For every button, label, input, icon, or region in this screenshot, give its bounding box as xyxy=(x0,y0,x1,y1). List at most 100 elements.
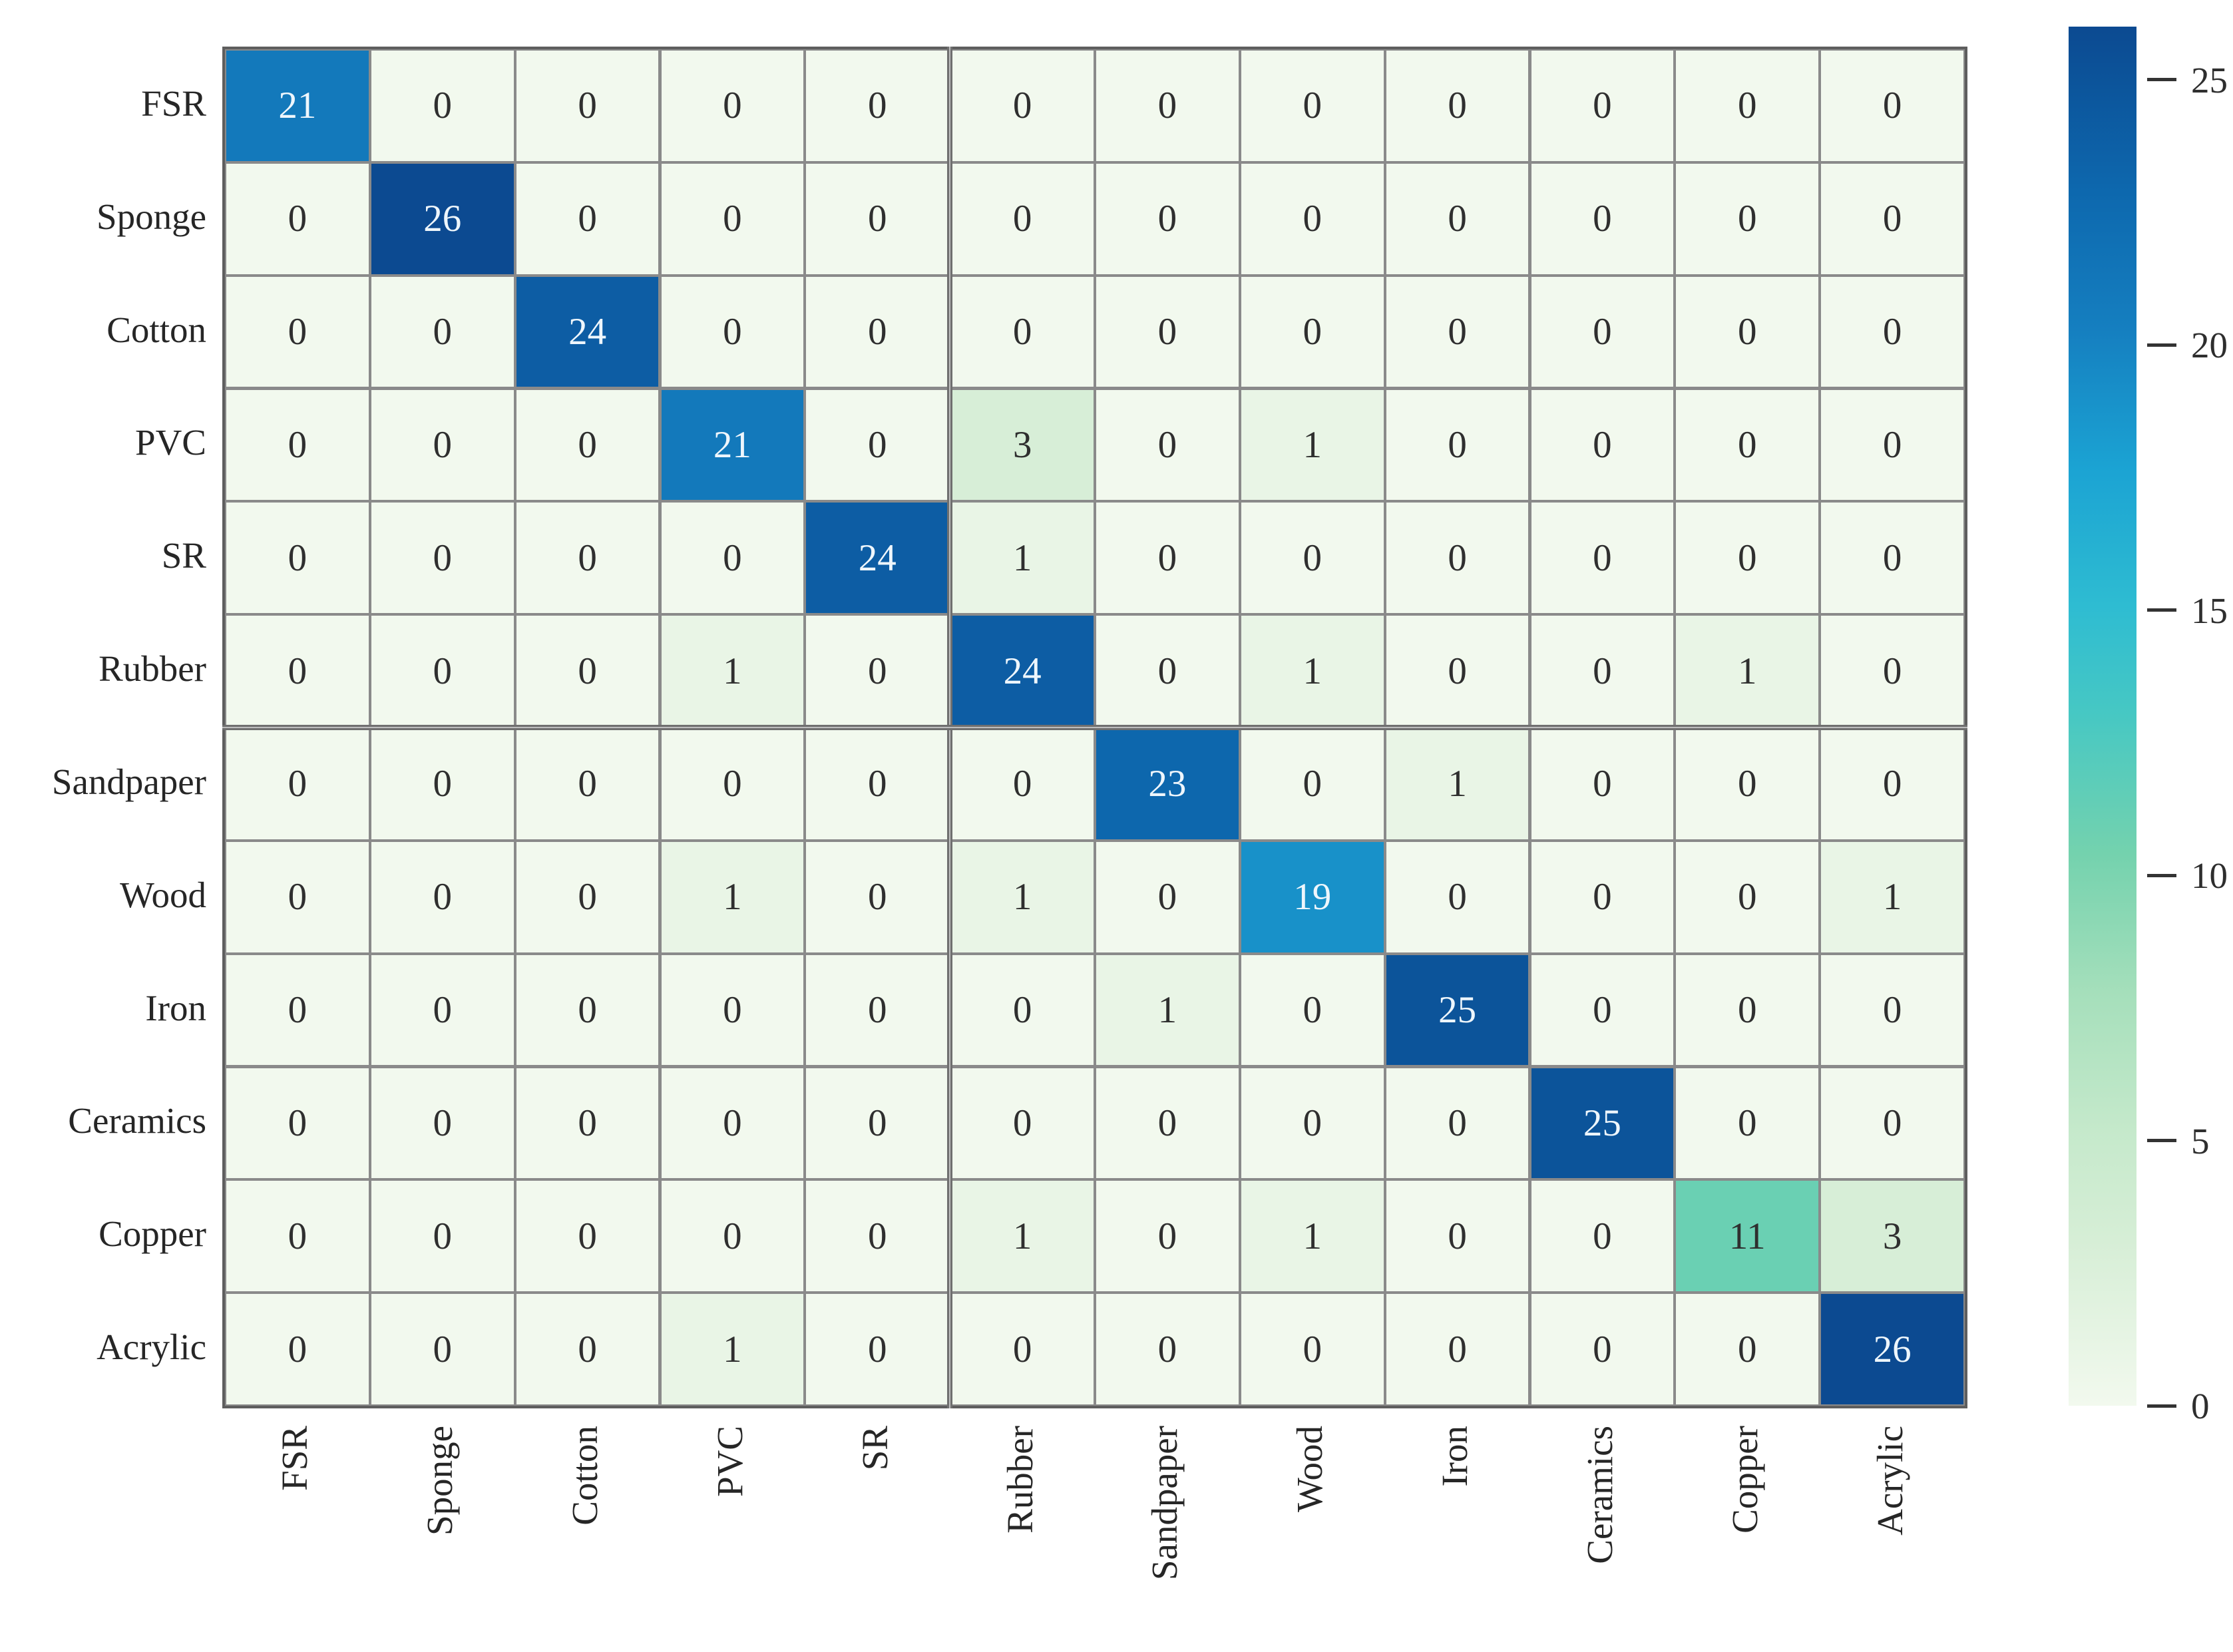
heatmap-cell: 1 xyxy=(1386,729,1529,839)
heatmap-cell: 0 xyxy=(661,1181,804,1292)
heatmap-cell: 0 xyxy=(1531,729,1674,839)
heatmap-cell: 0 xyxy=(371,1294,514,1404)
x-tick-label-text: PVC xyxy=(709,1426,750,1497)
heatmap-cell: 0 xyxy=(661,954,804,1066)
heatmap-cell: 24 xyxy=(806,503,949,614)
heatmap-cell: 0 xyxy=(951,1294,1094,1404)
heatmap-cell: 0 xyxy=(226,616,369,726)
heatmap-cell: 0 xyxy=(1241,1294,1384,1404)
heatmap-cell: 0 xyxy=(516,729,659,839)
heatmap-cell: 24 xyxy=(951,616,1094,726)
heatmap-cell: 0 xyxy=(806,1294,949,1404)
x-tick-label-text: FSR xyxy=(274,1426,315,1491)
colorbar-tick-mark xyxy=(2147,873,2176,877)
heatmap-cell: 0 xyxy=(806,841,949,952)
x-tick-label-text: SR xyxy=(854,1426,895,1471)
heatmap-cell: 0 xyxy=(1821,616,1963,726)
x-tick-label-text: Ceramics xyxy=(1579,1426,1620,1564)
y-tick-label: Copper xyxy=(99,1213,206,1255)
heatmap-cell: 0 xyxy=(806,616,949,726)
heatmap-cell: 0 xyxy=(371,503,514,614)
heatmap-cell: 0 xyxy=(226,389,369,501)
heatmap-cell: 0 xyxy=(1096,1068,1239,1179)
heatmap-cell: 0 xyxy=(806,163,949,274)
x-tick-label-text: Iron xyxy=(1434,1426,1476,1487)
heatmap-cell: 25 xyxy=(1531,1068,1674,1179)
heatmap-cell: 0 xyxy=(1676,389,1819,501)
x-tick-label-text: Sandpaper xyxy=(1144,1426,1185,1581)
y-tick-label: Rubber xyxy=(99,648,206,690)
heatmap-cell: 0 xyxy=(806,389,949,501)
heatmap-cell: 1 xyxy=(1241,389,1384,501)
heatmap-cell: 0 xyxy=(516,1294,659,1404)
heatmap-cell: 0 xyxy=(1241,276,1384,387)
x-tick-label: Acrylic xyxy=(1870,1426,1910,1652)
heatmap-cell: 26 xyxy=(1821,1294,1963,1404)
heatmap-cell: 0 xyxy=(371,276,514,387)
heatmap-cell: 0 xyxy=(371,1068,514,1179)
heatmap-cell: 0 xyxy=(516,841,659,952)
heatmap-cell: 1 xyxy=(1241,1181,1384,1292)
heatmap-cell: 0 xyxy=(1531,163,1674,274)
x-tick-label: Copper xyxy=(1724,1426,1765,1652)
heatmap-cell: 0 xyxy=(516,616,659,726)
heatmap-cell: 0 xyxy=(1821,276,1963,387)
heatmap-cell: 0 xyxy=(1531,1181,1674,1292)
x-tick-label-text: Copper xyxy=(1724,1426,1765,1534)
heatmap-cell: 0 xyxy=(226,163,369,274)
heatmap-grid: 21 0 0 0 0 0 0 0 0 0 0 0 0 26 0 0 0 0 0 0 0 0 0 0 0 0 24 0 0 0 0 0 0 0 0 0 0… xyxy=(222,47,1967,1408)
heatmap-cell: 0 xyxy=(1096,276,1239,387)
heatmap-cell: 0 xyxy=(1531,841,1674,952)
heatmap-cell: 3 xyxy=(1821,1181,1963,1292)
heatmap-cell: 0 xyxy=(951,276,1094,387)
heatmap-cell: 0 xyxy=(226,841,369,952)
heatmap-cell: 0 xyxy=(1096,503,1239,614)
heatmap-cell: 1 xyxy=(1096,954,1239,1066)
colorbar xyxy=(2069,27,2136,1406)
heatmap-cell: 23 xyxy=(1096,729,1239,839)
heatmap-cell: 0 xyxy=(516,163,659,274)
heatmap-cell: 0 xyxy=(951,51,1094,161)
heatmap-cell: 0 xyxy=(1676,51,1819,161)
heatmap-cell: 0 xyxy=(661,163,804,274)
y-tick-label: Iron xyxy=(145,987,206,1028)
y-tick-label: Ceramics xyxy=(68,1100,206,1141)
heatmap-cell: 0 xyxy=(1531,389,1674,501)
heatmap-cell: 0 xyxy=(661,51,804,161)
heatmap-cell: 0 xyxy=(1821,389,1963,501)
heatmap-cell: 0 xyxy=(661,276,804,387)
heatmap-cell: 0 xyxy=(1241,729,1384,839)
x-tick-label-text: Sponge xyxy=(419,1426,461,1536)
heatmap-cell: 0 xyxy=(951,729,1094,839)
x-tick-label-text: Cotton xyxy=(564,1426,606,1526)
heatmap-cell: 0 xyxy=(1096,389,1239,501)
heatmap-cell: 0 xyxy=(226,276,369,387)
heatmap-cell: 0 xyxy=(661,503,804,614)
heatmap-cell: 0 xyxy=(806,729,949,839)
heatmap-cell: 0 xyxy=(1821,163,1963,274)
heatmap-cell: 0 xyxy=(226,1294,369,1404)
heatmap-cell: 0 xyxy=(516,389,659,501)
colorbar-tick-label: 10 xyxy=(2191,855,2228,897)
heatmap-cell: 0 xyxy=(1386,1294,1529,1404)
colorbar-tick-mark xyxy=(2147,1404,2176,1408)
colorbar-tick-label: 5 xyxy=(2191,1120,2210,1161)
y-tick-label: Sponge xyxy=(97,196,206,237)
heatmap-cell: 0 xyxy=(371,954,514,1066)
x-tick-label: Sponge xyxy=(419,1426,461,1652)
heatmap-cell: 1 xyxy=(951,841,1094,952)
heatmap-cell: 26 xyxy=(371,163,514,274)
heatmap-cell: 0 xyxy=(1531,954,1674,1066)
heatmap-cell: 0 xyxy=(371,51,514,161)
heatmap-cell: 0 xyxy=(1676,729,1819,839)
heatmap-cell: 0 xyxy=(1096,1181,1239,1292)
heatmap-cell: 0 xyxy=(1821,1068,1963,1179)
heatmap-cell: 0 xyxy=(1386,51,1529,161)
heatmap-cell: 0 xyxy=(951,1068,1094,1179)
y-tick-label: PVC xyxy=(135,422,206,463)
heatmap-cell: 0 xyxy=(226,1181,369,1292)
heatmap-cell: 0 xyxy=(1386,1181,1529,1292)
heatmap-cell: 3 xyxy=(951,389,1094,501)
colorbar-tick-mark xyxy=(2147,78,2176,82)
heatmap-cell: 0 xyxy=(1676,163,1819,274)
